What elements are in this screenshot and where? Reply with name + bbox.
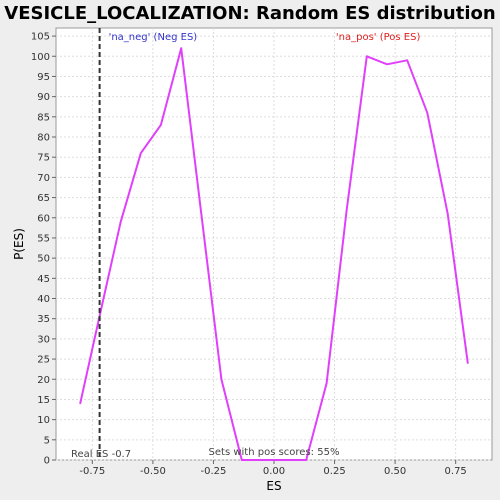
data-point [426,111,429,114]
x-tick-label: -0.75 [79,466,105,477]
x-tick-label: -0.50 [140,466,166,477]
y-tick-label: 25 [37,355,50,366]
data-point [160,124,162,126]
x-tick-label: -0.25 [201,466,227,477]
data-point [446,212,449,215]
data-point [365,55,368,58]
y-tick-label: 75 [37,153,50,164]
data-point [200,212,203,215]
y-tick-label: 105 [31,32,50,43]
data-point [386,63,388,66]
data-point [406,59,409,62]
x-tick-label: 0.25 [323,466,345,477]
x-axis-label: ES [266,479,281,493]
data-point [466,362,469,364]
data-point [119,220,122,223]
x-tick-label: 0.00 [263,466,285,477]
y-tick-label: 40 [37,294,50,305]
data-point [220,378,223,381]
data-point [285,459,287,461]
data-point [180,47,183,49]
data-point [325,382,328,385]
y-tick-label: 30 [37,334,50,345]
y-tick-label: 5 [44,435,50,446]
y-tick-label: 10 [37,415,50,426]
series-line [79,47,469,461]
y-tick-label: 55 [37,233,50,244]
y-tick-label: 50 [37,254,50,265]
neg-es-label: 'na_neg' (Neg ES) [109,32,198,43]
y-tick-label: 60 [37,213,50,224]
chart-title: VESICLE_LOCALIZATION: Random ES distribu… [4,3,495,24]
data-point [345,208,348,211]
y-axis-label: P(ES) [12,228,26,260]
data-point [261,459,263,461]
x-axis: -0.75 -0.50 -0.25 0.00 0.25 0.50 0.75 [79,460,467,477]
y-tick-label: 90 [37,92,50,103]
y-tick-label: 80 [37,133,50,144]
y-tick-label: 95 [37,72,50,83]
y-tick-label: 70 [37,173,50,184]
data-point [240,459,243,461]
pos-scores-label: Sets with pos scores: 55% [209,447,340,458]
y-axis: 0 5 10 15 20 25 30 35 40 45 50 55 60 65 70 75 80 85 90 95 10… [31,32,56,467]
pos-es-label: 'na_pos' (Pos ES) [336,32,421,43]
y-tick-label: 65 [37,193,50,204]
real-es-label: Real ES -0.7 [71,449,131,460]
x-tick-label: 0.50 [384,466,406,477]
y-tick-label: 45 [37,274,50,285]
y-tick-label: 100 [31,52,50,63]
y-tick-label: 20 [37,375,50,386]
grid-lines [56,28,492,461]
y-tick-label: 35 [37,314,50,325]
y-tick-label: 15 [37,395,50,406]
series-layer [79,47,469,461]
x-tick-label: 0.75 [445,466,467,477]
y-tick-label: 85 [37,112,50,123]
data-point [305,459,308,461]
y-tick-label: 0 [44,456,50,467]
data-point [79,402,82,405]
data-point [139,152,142,154]
